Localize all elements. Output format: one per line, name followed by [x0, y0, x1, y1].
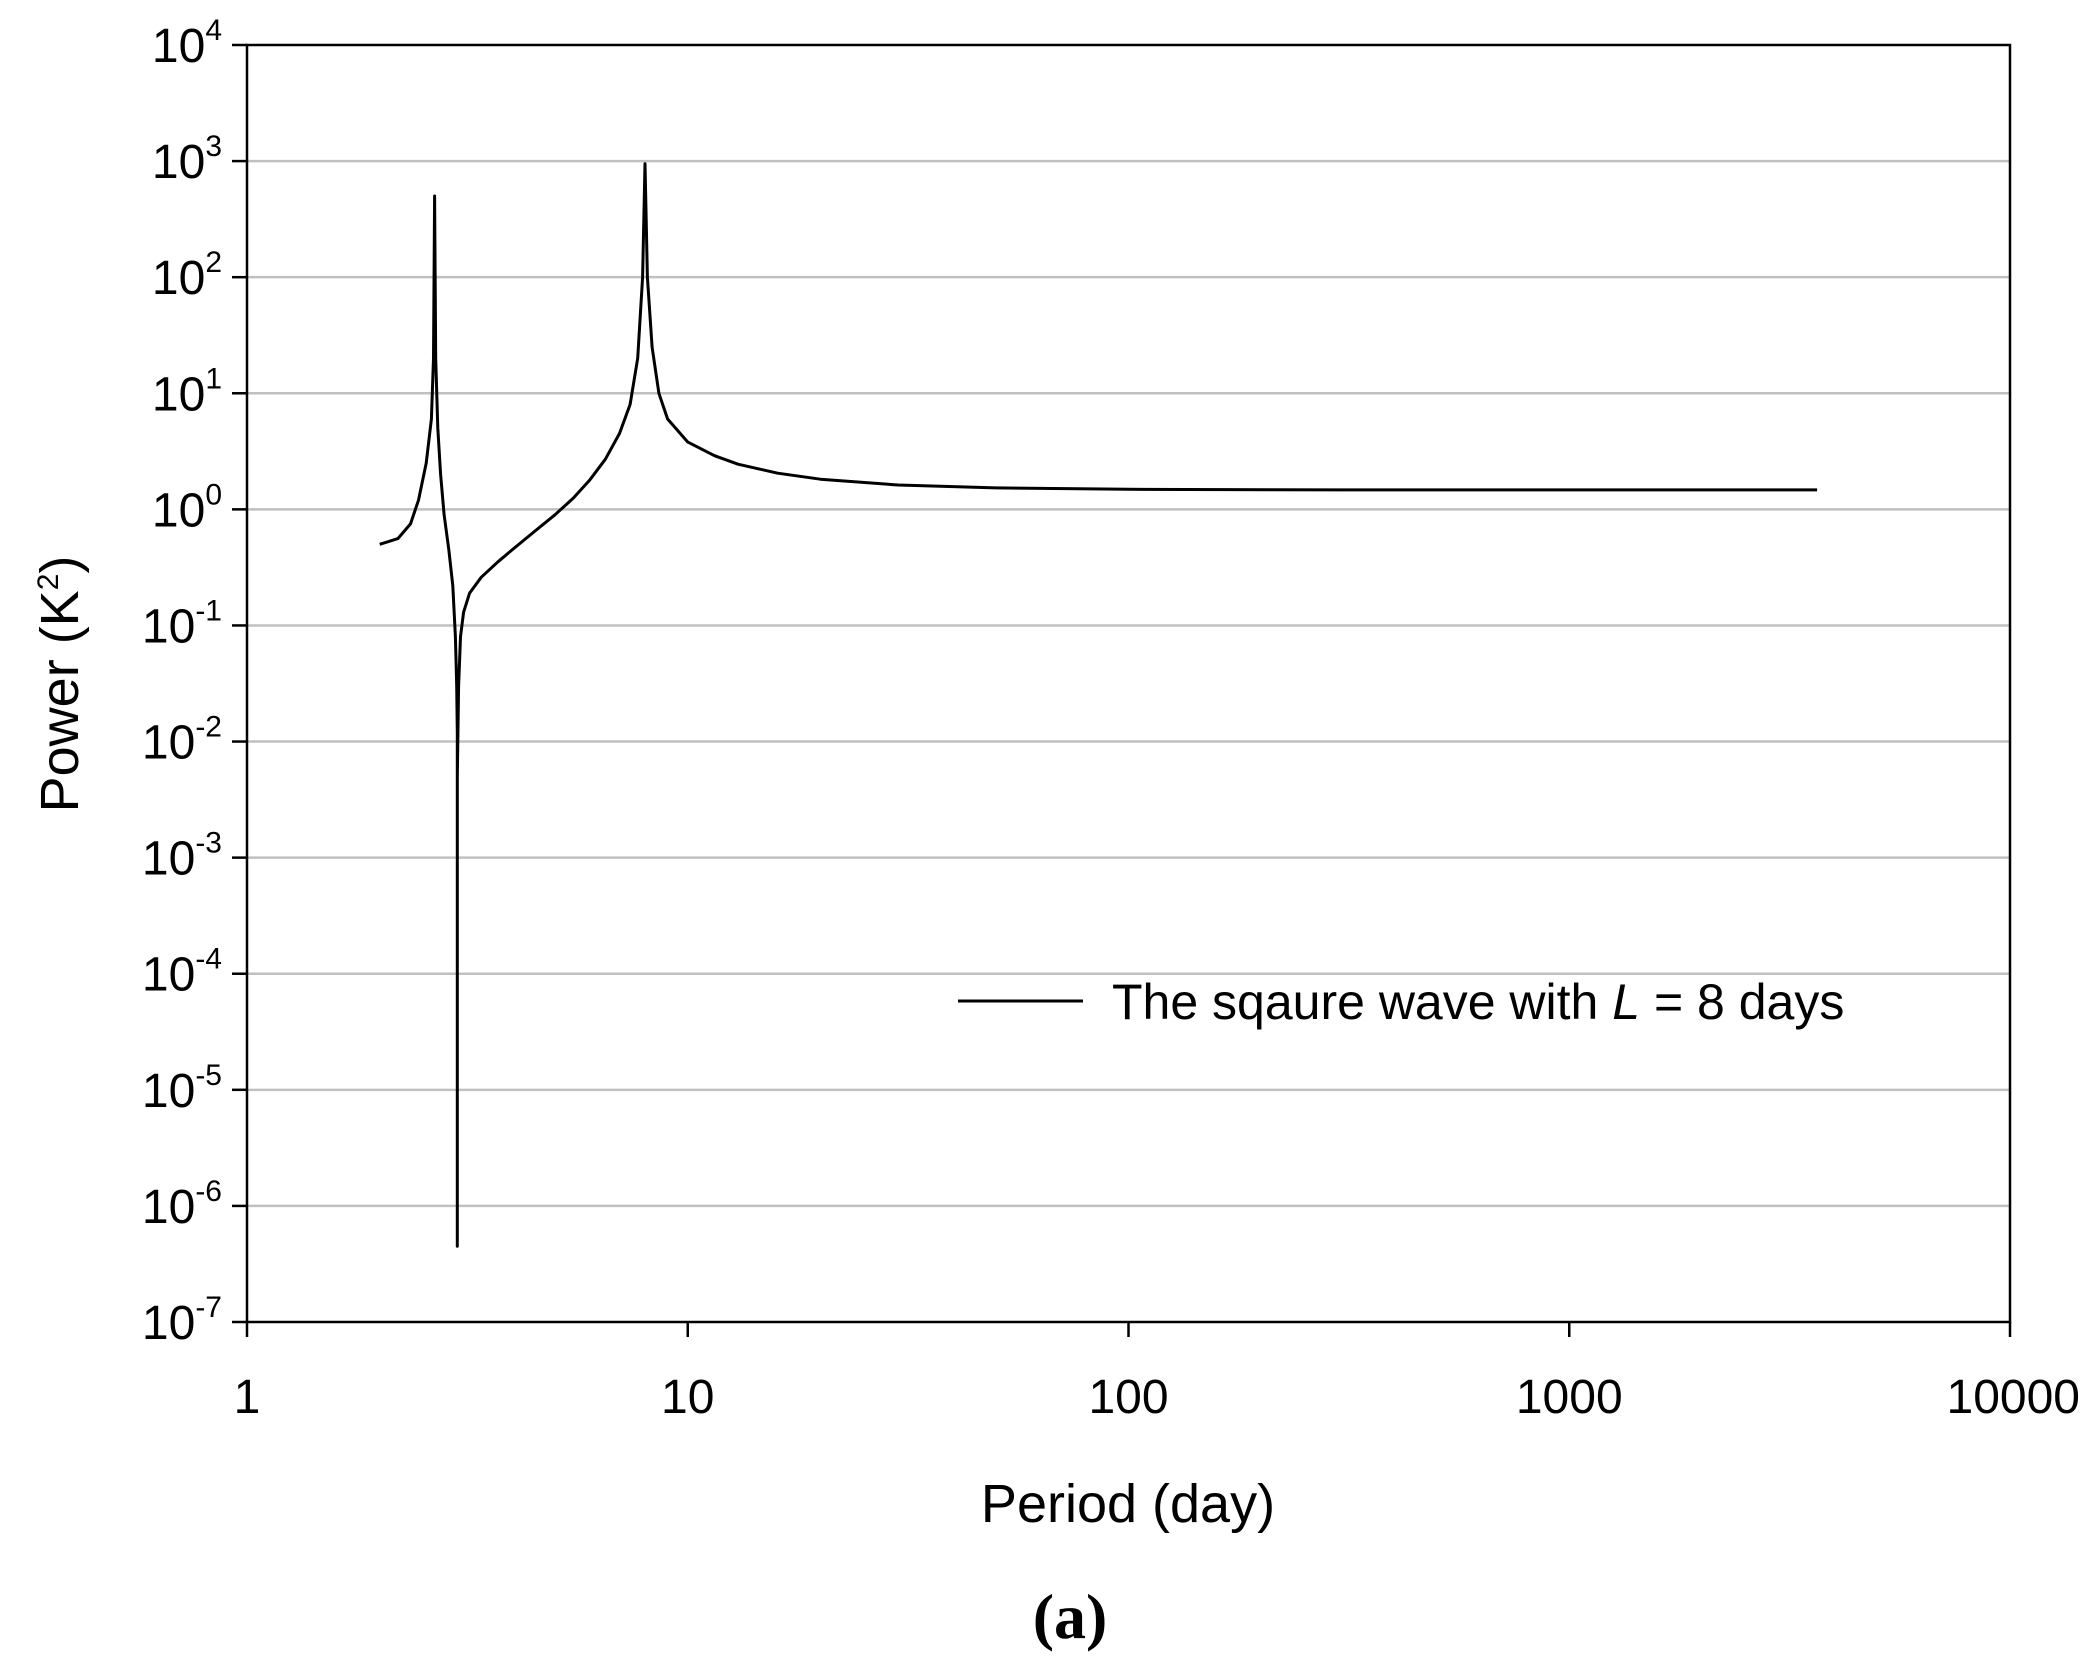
- y-tick-label: 102: [152, 246, 222, 305]
- x-tick-label: 10: [661, 1371, 714, 1424]
- x-axis-title: Period (day): [981, 1474, 1275, 1534]
- y-tick-label: 10-7: [142, 1291, 222, 1350]
- y-tick-label: 10-1: [142, 594, 222, 653]
- panel-label: (a): [1033, 1581, 1108, 1652]
- axis-ticks: [232, 43, 2012, 1337]
- y-tick-label: 104: [152, 14, 222, 73]
- y-axis-title: Power (K2): [30, 556, 90, 813]
- y-tick-label: 10-5: [142, 1059, 222, 1118]
- x-tick-label: 100: [1088, 1371, 1168, 1424]
- y-tick-label: 100: [152, 478, 222, 537]
- gridlines: [247, 159, 2010, 1208]
- x-tick-label: 1000: [1516, 1371, 1623, 1424]
- legend: The sqaure wave with L = 8 days: [958, 974, 1844, 1030]
- y-tick-label: 10-6: [142, 1175, 222, 1234]
- x-tick-label: 10000: [1947, 1371, 2080, 1424]
- y-axis-tick-labels: 10-7 10-6 10-5 10-4 10-3 10-2 10-1 100 101 102 103…: [142, 14, 222, 1350]
- y-tick-label: 101: [152, 362, 222, 421]
- x-axis-tick-labels: 1 10 100 1000 10000: [234, 1371, 2080, 1424]
- legend-label: The sqaure wave with L = 8 days: [1112, 974, 1844, 1030]
- y-tick-label: 10-2: [142, 711, 222, 770]
- y-tick-label: 10-4: [142, 943, 222, 1002]
- series-line-square-wave: [379, 162, 1818, 1248]
- x-tick-label: 1: [234, 1371, 261, 1424]
- y-tick-label: 10-3: [142, 827, 222, 886]
- y-tick-label: 103: [152, 130, 222, 189]
- plot-frame: [245, 43, 2012, 1324]
